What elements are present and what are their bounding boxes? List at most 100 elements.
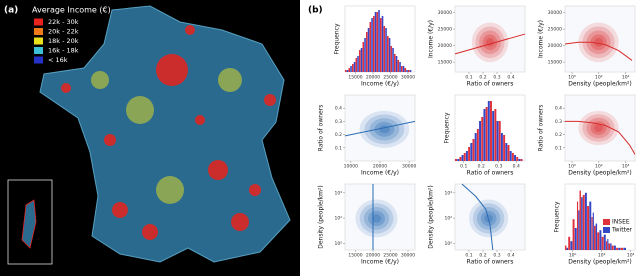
x-axis-label: Density (people/km²) [568,81,631,88]
histogram-bar [404,68,407,72]
y-tick-label: 0.3 [335,119,342,125]
histogram-bar [496,121,499,161]
histogram-bar [572,219,575,250]
x-tick-label: 0.1 [465,75,472,81]
x-tick-label: 0.4 [513,164,520,170]
density-contour [359,203,394,234]
histogram-bar [520,159,523,161]
histogram-bar [409,70,412,72]
density-contour [368,210,385,226]
histogram-bar [581,197,583,250]
histogram-bar [579,190,581,250]
histogram-bar [374,12,377,72]
histogram-bar [350,66,352,72]
x-tick-label: 10⁰ [569,253,577,259]
histogram-bar [461,155,464,161]
legend-swatch [34,56,43,64]
histogram-bar [591,217,593,250]
histogram-bar [595,223,598,250]
histogram-bar [620,247,624,250]
x-tick-label: 0.2 [479,253,486,259]
x-tick-label: 10⁰ [568,75,576,81]
density-contour [594,37,603,47]
histogram-bar [610,243,612,250]
histogram-bar [369,22,372,72]
density-contour [359,110,410,148]
histogram-bar [511,153,514,161]
y-axis-label: Ratio of owners [318,105,325,152]
histogram-bar [507,145,510,161]
y-axis-label: Frequency [444,112,451,143]
y-tick-label: 15000 [548,60,562,66]
x-tick-label: 10² [595,164,603,170]
histogram-bar [568,236,571,250]
y-tick-label: 10² [444,216,452,222]
x-tick-label: 10² [595,75,603,81]
legend-label: < 16k [48,56,68,64]
x-tick-label: 10000 [344,164,358,170]
density-contour [471,22,509,63]
histogram-bar [500,133,503,161]
y-tick-label: 0.2 [555,132,562,138]
histogram-bar [623,247,626,250]
histogram-bar [364,38,366,72]
histogram-bar [481,117,484,161]
legend-swatch [34,18,43,26]
y-tick-label: 20000 [548,43,562,49]
x-axis-label: Income (€/y) [361,170,399,177]
histogram-bar [516,157,519,161]
histogram-bar [607,239,609,250]
density-contour [578,110,619,146]
histogram-bar [371,18,373,72]
histogram-bar [474,133,477,161]
legend-label: 16k - 18k [48,47,79,55]
histogram-bar [385,28,387,72]
density-contour [355,199,398,238]
panel-label: (a) [4,6,18,16]
histogram-bar [613,245,616,250]
histogram-bar [468,147,471,161]
fit-line [565,120,636,155]
histogram-bar [605,241,608,250]
histogram-bar [584,192,587,250]
histogram-bar [459,157,462,161]
y-axis-label: Density (people/km²) [428,185,435,248]
histogram-bar [479,121,482,161]
x-tick-label: 30000 [402,164,416,170]
density-contour [363,207,390,230]
x-tick-label: 10² [598,253,606,259]
plot-area [564,5,636,73]
histogram-bar [352,64,354,72]
density-contour [479,30,501,55]
histogram-bar [345,70,347,72]
histogram-bar [355,58,358,72]
y-tick-label: 10⁰ [444,241,452,247]
x-tick-label: 0.1 [465,253,472,259]
histogram-bar [487,101,490,161]
histogram-bar [566,247,569,250]
histogram-bar [490,101,492,161]
histogram-bar [367,28,370,72]
histogram-bar [505,143,508,161]
histogram-bar [387,36,389,72]
legend-swatch [34,28,43,35]
y-axis-label: Frequency [554,201,561,232]
density-contour [594,124,603,132]
histogram-bar [378,10,380,72]
histogram-bar [476,129,479,161]
plot-area [454,5,526,73]
y-tick-label: 20000 [438,43,452,49]
histogram-bar [597,232,600,250]
x-tick-label: 10⁴ [622,75,630,81]
histogram-bar [594,225,596,250]
histogram-bar [360,48,363,72]
y-axis-label: Ratio of owners [538,105,545,152]
histogram-bar [455,159,457,161]
plot-area [344,183,416,251]
x-axis-label: Income (€/y) [361,81,399,88]
histogram-bar [357,56,359,72]
panel-label: (b) [308,6,323,16]
x-tick-label: 20000 [373,164,387,170]
x-tick-label: 0.4 [507,75,514,81]
